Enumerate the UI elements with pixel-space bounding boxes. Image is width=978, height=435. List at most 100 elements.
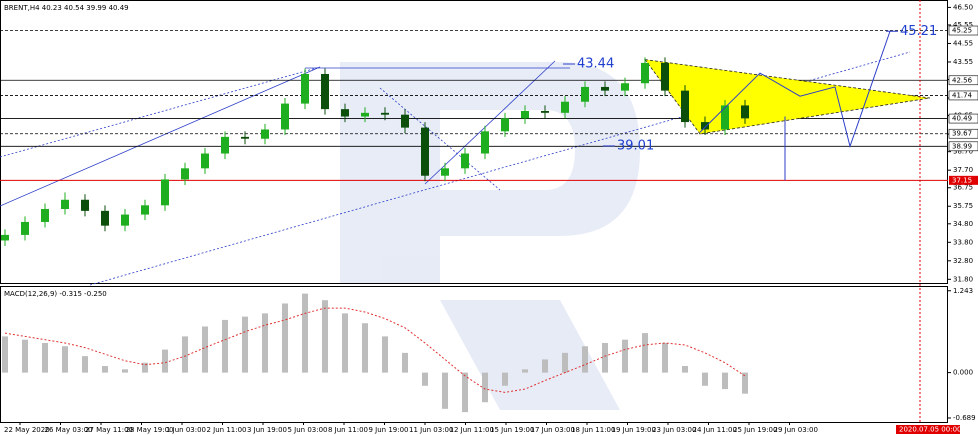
- x-tick-label: 15 Jun 19:00: [490, 426, 534, 434]
- candle-body: [361, 112, 369, 117]
- level-box: [948, 75, 978, 86]
- macd-bar: [542, 359, 548, 373]
- y-tick-label: 37.70: [953, 166, 973, 174]
- macd-bar: [302, 293, 308, 373]
- level-label: 39.67: [952, 130, 972, 138]
- y-tick-label: 43.55: [953, 58, 973, 66]
- x-tick-label: 17 Jun 03:00: [531, 426, 575, 434]
- candle-body: [721, 105, 729, 130]
- level-label: 40.49: [952, 115, 972, 123]
- macd-bar: [82, 356, 88, 373]
- x-tick-label: 18 Jun 11:00: [571, 426, 615, 434]
- macd-bar: [582, 346, 588, 373]
- price-label: 39.01: [617, 138, 654, 153]
- header: BRENT,H4 40.23 40.54 39.99 40.49: [4, 4, 129, 12]
- candle-body: [41, 209, 49, 222]
- candle-body: [241, 136, 249, 139]
- price-label: 43.44: [577, 56, 614, 71]
- candle-body: [81, 199, 89, 211]
- macd-bar: [402, 352, 408, 373]
- time-marker-box: [896, 425, 960, 434]
- candle-body: [341, 109, 349, 117]
- x-tick-label: 1 Jun 03:00: [166, 426, 206, 434]
- y-tick-label: 33.80: [953, 238, 973, 246]
- candle-body: [561, 101, 569, 113]
- x-tick-label: 28 May 19:00: [126, 426, 174, 434]
- x-tick-label: 29 Jun 03:00: [774, 426, 818, 434]
- macd-title: MACD(12,26,9) -0.315 -0.250: [4, 290, 107, 298]
- signal-line: [4, 307, 746, 393]
- level-box: [948, 90, 978, 101]
- x-tick-label: 9 Jun 19:00: [369, 426, 409, 434]
- macd-bar: [22, 339, 28, 373]
- x-tick-label: 11 Jun 03:00: [409, 426, 453, 434]
- macd-bar: [462, 372, 468, 413]
- macd-bar: [322, 300, 328, 373]
- y-tick-label: 31.80: [953, 275, 973, 283]
- macd-bar: [142, 362, 148, 373]
- macd-bar: [42, 342, 48, 373]
- level-box: [948, 113, 978, 124]
- candle-body: [681, 90, 689, 123]
- x-tick-label: 23 Jun 03:00: [652, 426, 696, 434]
- candle-body: [301, 73, 309, 104]
- level-label: 41.74: [952, 91, 973, 99]
- macd-bar: [122, 369, 128, 373]
- x-tick-label: 19 Jun 19:00: [612, 426, 656, 434]
- trend-line: [0, 66, 321, 158]
- macd-bar: [682, 366, 688, 373]
- red-level-box: [949, 175, 978, 185]
- candle-body: [281, 103, 289, 130]
- y-tick-label: 1.243: [953, 287, 973, 295]
- x-tick-label: 12 Jun 11:00: [450, 426, 494, 434]
- level-box: [948, 25, 978, 36]
- candle-body: [181, 168, 189, 180]
- candle-body: [741, 105, 749, 119]
- y-tick-label: 44.55: [953, 39, 973, 47]
- candle-body: [581, 86, 589, 102]
- red-level-label: 37.15: [952, 176, 972, 184]
- candle-body: [1, 234, 9, 241]
- candle-body: [661, 62, 669, 91]
- x-tick-label: 3 Jun 19:00: [247, 426, 287, 434]
- candle-body: [481, 131, 489, 154]
- macd-bar: [562, 352, 568, 373]
- level-label: 42.56: [952, 76, 973, 84]
- candle-body: [541, 110, 549, 113]
- macd-bar: [362, 323, 368, 373]
- macd-bar: [242, 316, 248, 373]
- macd-bar: [602, 342, 608, 373]
- macd-bar: [222, 319, 228, 373]
- y-tick-label: 35.75: [953, 202, 973, 210]
- macd-bar: [262, 313, 268, 373]
- candle-body: [161, 179, 169, 206]
- time-marker-label: 2020.07.05 00:00: [899, 426, 961, 434]
- y-tick-label: 45.55: [953, 21, 973, 29]
- candle-body: [121, 214, 129, 226]
- candle-body: [321, 73, 329, 110]
- y-tick-label: 32.80: [953, 257, 973, 265]
- x-tick-label: 2 Jun 11:00: [207, 426, 247, 434]
- candle-body: [621, 83, 629, 91]
- y-tick-label: 46.50: [953, 3, 973, 11]
- y-tick-label: 36.75: [953, 184, 973, 192]
- level-box: [948, 141, 978, 152]
- candle-body: [101, 210, 109, 226]
- macd-bar: [282, 303, 288, 373]
- x-tick-label: 22 May 2020: [4, 426, 50, 434]
- candle-body: [61, 199, 69, 210]
- macd-bar: [502, 372, 508, 386]
- macd-bar: [742, 372, 748, 394]
- y-tick-label: 38.70: [953, 148, 973, 156]
- macd-bar: [2, 336, 8, 373]
- candle-body: [141, 205, 149, 215]
- y-tick-label: 0.000: [953, 369, 973, 377]
- macd-bar: [702, 372, 708, 386]
- x-tick-label: 25 Jun 19:00: [733, 426, 777, 434]
- macd-bar: [722, 372, 728, 390]
- macd-bar: [522, 369, 528, 373]
- x-tick-label: 27 May 11:00: [85, 426, 133, 434]
- macd-bar: [162, 349, 168, 373]
- candle-body: [261, 129, 269, 139]
